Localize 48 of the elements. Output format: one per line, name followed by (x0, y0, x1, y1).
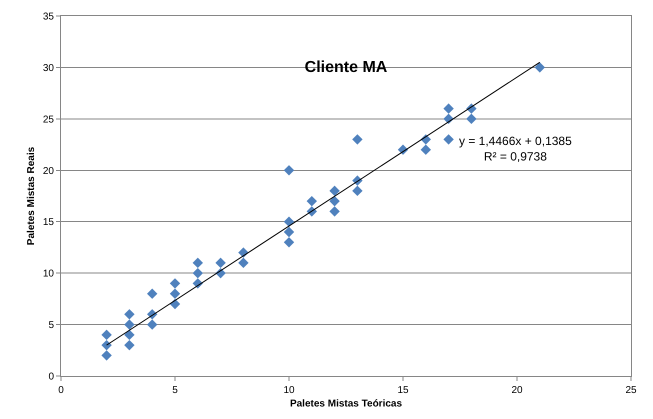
x-tick-label: 10 (283, 385, 295, 396)
point (101, 340, 112, 350)
point (329, 196, 340, 206)
y-tick-label: 35 (42, 12, 54, 22)
point (443, 134, 454, 145)
point (238, 258, 249, 268)
y-tick-label: 30 (42, 62, 54, 74)
point (329, 206, 340, 217)
point (124, 309, 135, 320)
y-tick-label: 0 (48, 372, 54, 382)
y-tick-label: 5 (48, 320, 54, 332)
point (215, 258, 226, 268)
point (284, 216, 294, 227)
text: Cliente MA (304, 59, 388, 76)
x-tick-label: 15 (397, 385, 409, 396)
point (170, 288, 180, 299)
point (124, 330, 135, 340)
y-tick-label: 15 (42, 217, 54, 228)
point (192, 258, 203, 268)
point (306, 196, 317, 206)
x-tick-label: 20 (511, 385, 523, 396)
point (466, 114, 477, 124)
point (534, 62, 545, 73)
y-axis-title: Paletes Mistas Reais (26, 146, 37, 246)
point (284, 226, 294, 238)
point (147, 319, 158, 330)
point (124, 319, 135, 330)
y-tick-label: 25 (42, 114, 54, 126)
point (329, 186, 340, 196)
point (352, 134, 363, 145)
point (443, 103, 454, 114)
point (192, 268, 203, 278)
point (124, 340, 135, 350)
x-tick-label: 5 (172, 385, 178, 396)
y-tick-label: 20 (42, 166, 54, 177)
annotation: y = 1,4466x + 0,1385 R² = 0,9738 (459, 134, 572, 164)
point (101, 350, 112, 361)
point (284, 165, 294, 176)
point (147, 288, 158, 299)
point (170, 278, 180, 289)
x-tick-label: 0 (58, 385, 64, 396)
point (101, 330, 112, 340)
x-tick-label: 25 (625, 385, 637, 396)
point (284, 237, 294, 248)
point (420, 144, 431, 155)
point (352, 186, 363, 196)
x-axis-title: Paletes Mistas Teóricas (290, 398, 402, 410)
y-tick-label: 10 (42, 268, 54, 280)
